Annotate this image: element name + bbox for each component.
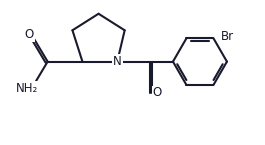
Text: O: O (153, 86, 162, 99)
Text: Br: Br (221, 30, 235, 43)
Text: N: N (113, 55, 122, 68)
Text: O: O (25, 28, 34, 41)
Text: NH₂: NH₂ (16, 82, 38, 95)
